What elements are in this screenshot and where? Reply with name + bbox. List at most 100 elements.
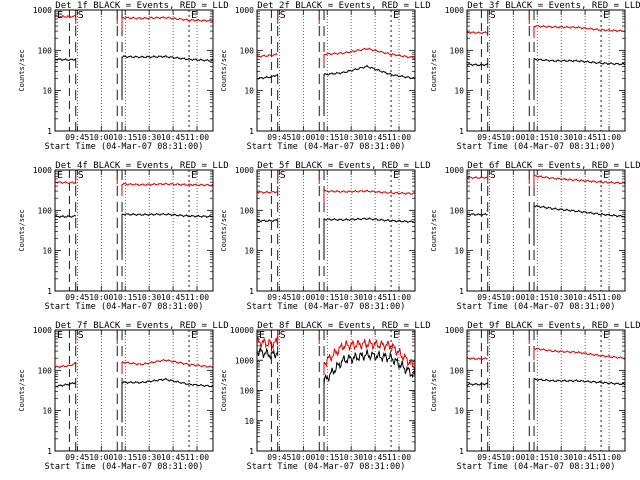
x-tick-label: 10:45 (573, 293, 597, 302)
x-tick-label: 09:45 (65, 293, 89, 302)
events-series-line (54, 55, 214, 97)
events-series-line (256, 64, 416, 115)
y-tick-label: 1000 (235, 356, 254, 365)
y-tick-label: 1 (249, 287, 254, 296)
event-marker-label: E (393, 170, 399, 181)
y-tick-label: 10 (244, 417, 254, 426)
panel-title: Det 1f BLACK = Events, RED = LLD (55, 1, 228, 11)
panel-title: Det 6f BLACK = Events, RED = LLD (467, 161, 640, 171)
plot-frame (256, 169, 416, 292)
x-tick-label: 11:00 (387, 293, 411, 302)
x-tick-label: 10:45 (573, 453, 597, 462)
x-tick-label: 11:00 (185, 293, 209, 302)
event-marker-label: S (78, 330, 84, 341)
plot-frame (466, 169, 626, 292)
x-tick-label: 10:00 (89, 133, 113, 142)
event-marker-label: S (490, 10, 496, 21)
event-marker-label: S (490, 330, 496, 341)
x-tick-label: 09:45 (477, 453, 501, 462)
events-series-line (466, 377, 626, 420)
x-tick-label: 10:45 (363, 453, 387, 462)
y-tick-label: 1000 (33, 6, 52, 15)
lld-series-line (54, 358, 214, 375)
x-tick-label: 11:00 (185, 133, 209, 142)
lld-series-line (256, 336, 416, 376)
detector-panel: Det 9f BLACK = Events, RED = LLD Counts/s… (430, 321, 640, 472)
event-marker-label: S (490, 170, 496, 181)
x-tick-label: 10:30 (549, 453, 573, 462)
detector-panel: Det 7f BLACK = Events, RED = LLD Counts/s… (18, 321, 229, 472)
event-marker-label: E (603, 170, 609, 181)
x-tick-label: 10:30 (549, 293, 573, 302)
y-axis-label: Counts/sec (430, 369, 438, 411)
x-tick-label: 10:45 (573, 133, 597, 142)
x-axis-label: Start Time (04-Mar-07 08:31:00) (457, 462, 616, 472)
x-axis-label: Start Time (04-Mar-07 08:31:00) (247, 462, 406, 472)
x-tick-label: 11:00 (387, 133, 411, 142)
lld-series-line (55, 181, 213, 196)
y-axis-label: Counts/sec (220, 209, 228, 251)
y-tick-label: 1 (459, 447, 464, 456)
event-marker-label: S (78, 10, 84, 21)
plot-frame (256, 9, 416, 132)
detector-panel: Det 4f BLACK = Events, RED = LLD Counts/s… (18, 161, 229, 312)
panel-title: Det 4f BLACK = Events, RED = LLD (55, 161, 228, 171)
panel-title: Det 2f BLACK = Events, RED = LLD (257, 1, 430, 11)
y-tick-label: 1 (459, 127, 464, 136)
x-tick-label: 10:45 (363, 133, 387, 142)
lld-series-line (256, 47, 416, 67)
x-tick-label: 09:45 (477, 133, 501, 142)
x-tick-label: 09:45 (267, 133, 291, 142)
x-tick-label: 10:00 (501, 293, 525, 302)
y-tick-label: 1000 (445, 166, 464, 175)
lld-series-line (54, 14, 214, 30)
event-marker-label: E (393, 10, 399, 21)
detector-panel: Det 3f BLACK = Events, RED = LLD Counts/s… (430, 1, 640, 152)
x-tick-label: 10:30 (549, 133, 573, 142)
x-tick-label: 10:30 (339, 133, 363, 142)
x-tick-label: 10:15 (113, 133, 137, 142)
x-tick-label: 10:00 (501, 133, 525, 142)
x-tick-label: 10:15 (525, 453, 549, 462)
event-marker-label: S (280, 10, 286, 21)
y-tick-label: 10 (42, 87, 52, 96)
y-tick-label: 1 (47, 127, 52, 136)
y-tick-label: 100 (450, 46, 465, 55)
y-tick-label: 1 (459, 287, 464, 296)
x-axis-label: Start Time (04-Mar-07 08:31:00) (247, 142, 406, 152)
y-tick-label: 100 (38, 366, 53, 375)
event-marker-label: E (57, 170, 63, 181)
plot-frame (54, 9, 214, 132)
panel-title: Det 5f BLACK = Events, RED = LLD (257, 161, 430, 171)
event-marker-label: S (280, 330, 286, 341)
x-tick-label: 10:45 (363, 293, 387, 302)
event-marker-label: E (603, 330, 609, 341)
plot-frame (466, 9, 626, 132)
x-tick-label: 11:00 (185, 453, 209, 462)
event-marker-label: E (603, 10, 609, 21)
panel-title: Det 3f BLACK = Events, RED = LLD (467, 1, 640, 11)
y-tick-label: 1000 (445, 326, 464, 335)
event-marker-label: S (78, 170, 84, 181)
y-axis-label: Counts/sec (430, 49, 438, 91)
x-axis-label: Start Time (04-Mar-07 08:31:00) (45, 142, 204, 152)
x-axis-label: Start Time (04-Mar-07 08:31:00) (457, 302, 616, 312)
x-tick-label: 10:30 (137, 293, 161, 302)
y-axis-label: Counts/sec (18, 49, 26, 91)
event-marker-label: E (393, 330, 399, 341)
y-tick-label: 100 (240, 387, 255, 396)
x-tick-label: 10:15 (113, 293, 137, 302)
y-tick-label: 10 (244, 87, 254, 96)
x-tick-label: 10:45 (161, 453, 185, 462)
x-tick-label: 09:45 (65, 453, 89, 462)
event-marker-label: E (191, 330, 197, 341)
y-tick-label: 100 (450, 206, 465, 215)
x-tick-label: 10:15 (113, 453, 137, 462)
detector-panel: Det 2f BLACK = Events, RED = LLD Counts/s… (220, 1, 431, 152)
event-marker-label: E (259, 330, 265, 341)
x-tick-label: 11:00 (387, 453, 411, 462)
y-axis-label: Counts/sec (220, 369, 228, 411)
events-series-line (466, 205, 626, 246)
event-marker-label: S (280, 170, 286, 181)
